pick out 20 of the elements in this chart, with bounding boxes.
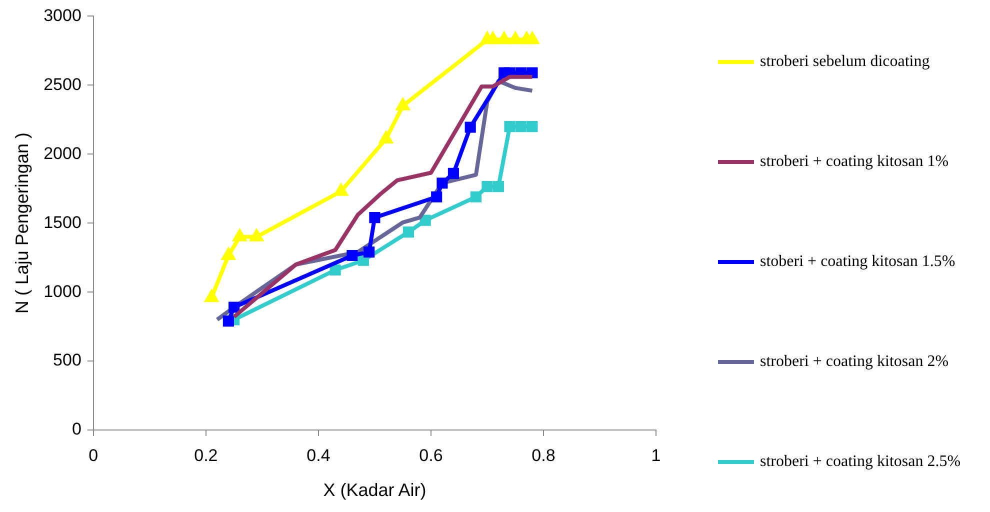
y-tick-label: 1500 bbox=[44, 212, 82, 232]
x-tick-label: 0.2 bbox=[194, 446, 218, 465]
y-tick-label: 3000 bbox=[44, 6, 82, 25]
y-tick-label: 2000 bbox=[44, 144, 82, 163]
legend-label: stroberi sebelum dicoating bbox=[760, 53, 930, 70]
x-tick-label: 0.4 bbox=[306, 446, 330, 465]
x-tick-label: 0.6 bbox=[419, 446, 443, 465]
y-axis-title: N ( Laju Pengeringan ) bbox=[12, 132, 32, 314]
legend-label: stroberi + coating kitosan 1% bbox=[760, 153, 949, 170]
legend-label: stoberi + coating kitosan 1.5% bbox=[760, 253, 956, 270]
y-tick-label: 500 bbox=[53, 350, 82, 370]
y-tick-label: 2500 bbox=[44, 74, 82, 94]
legend-label: stroberi + coating kitosan 2.5% bbox=[760, 453, 961, 470]
x-tick-label: 0 bbox=[88, 446, 98, 465]
x-tick-label: 1 bbox=[651, 446, 661, 465]
y-tick-label: 1000 bbox=[44, 282, 82, 301]
x-tick-label: 0.8 bbox=[532, 446, 556, 465]
y-tick-label: 0 bbox=[72, 420, 82, 439]
legend-label: stroberi + coating kitosan 2% bbox=[760, 353, 949, 370]
x-axis-title: X (Kadar Air) bbox=[323, 480, 426, 500]
